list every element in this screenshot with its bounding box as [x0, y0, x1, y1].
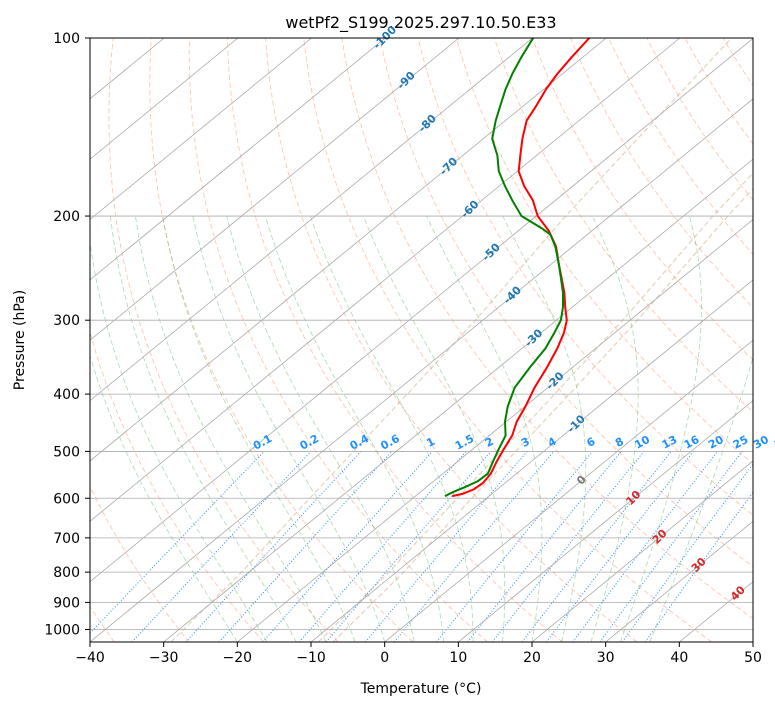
- y-tick-label: 900: [53, 595, 80, 611]
- mixing-ratio-label: 30: [751, 433, 771, 452]
- isotherm-line: [384, 339, 753, 642]
- dry-adiabat-line: [608, 38, 753, 255]
- isotherm-line: [90, 38, 753, 583]
- mixing-ratio-label: 20: [706, 433, 726, 452]
- dry-adiabat-line: [188, 38, 488, 642]
- dry-adiabat-line: [455, 38, 753, 465]
- isotherm-line: [90, 38, 533, 402]
- y-tick-label: 600: [53, 491, 80, 507]
- isotherm-line: [163, 158, 753, 642]
- plot-frame: [89, 37, 754, 643]
- dry-adiabat-line: [417, 38, 753, 516]
- y-tick-label: 400: [53, 387, 80, 403]
- dry-adiabat-line: [570, 38, 753, 309]
- x-tick-label: −30: [149, 650, 179, 666]
- y-tick-label: 200: [53, 209, 80, 225]
- isotherm-line: [90, 38, 607, 462]
- mixing-ratio-line: [467, 451, 622, 642]
- mixing-ratio-line: [436, 451, 593, 642]
- dry-adiabat-line: [149, 38, 414, 642]
- mixing-ratio-line: [599, 451, 743, 642]
- moist-adiabat-line: [426, 215, 543, 642]
- dewpoint-profile-line: [444, 38, 564, 497]
- y-tick-label: 500: [53, 444, 80, 460]
- mixing-ratio-label: 13: [660, 433, 680, 452]
- isotherm-line: [90, 38, 681, 522]
- mixing-ratio-line: [521, 451, 672, 642]
- y-axis-label: Pressure (hPa): [12, 290, 28, 390]
- x-tick-label: −40: [75, 650, 105, 666]
- x-tick-label: 0: [380, 650, 389, 666]
- mixing-ratio-line: [298, 451, 467, 642]
- chart-title: wetPf2_S199.2025.297.10.50.E33: [285, 13, 556, 33]
- temperature-profile-line: [451, 38, 591, 498]
- isotherm-line: [310, 279, 753, 642]
- mixing-ratio-label: 16: [682, 433, 702, 452]
- isobar-gridlines: [90, 38, 753, 630]
- dry-adiabats: [90, 38, 753, 642]
- moist-adiabat-line: [649, 356, 753, 642]
- x-tick-label: 40: [670, 650, 688, 666]
- mixing-ratio-line: [325, 451, 492, 642]
- isotherm-line: [458, 400, 753, 642]
- dry-adiabat-line: [303, 38, 712, 642]
- moist-adiabat-line: [90, 354, 238, 642]
- dry-adiabat-line: [379, 38, 753, 568]
- y-tick-label: 800: [53, 565, 80, 581]
- moist-adiabat-line: [162, 215, 356, 642]
- mixing-ratio-line: [364, 451, 528, 642]
- isotherm-line: [605, 520, 753, 642]
- sounding-profiles: [444, 38, 591, 498]
- y-tick-label: 300: [53, 313, 80, 329]
- x-tick-label: 50: [744, 650, 762, 666]
- y-tick-label: 1000: [44, 622, 80, 638]
- x-tick-label: 30: [597, 650, 615, 666]
- x-tick-label: −10: [296, 650, 326, 666]
- x-tick-label: 10: [449, 650, 467, 666]
- isotherm-line: [237, 219, 753, 642]
- moist-adiabat-line: [265, 215, 444, 642]
- y-tick-label: 700: [53, 531, 80, 547]
- moist-adiabat-line: [90, 238, 268, 642]
- isotherm-line: [90, 38, 312, 221]
- dry-adiabat-line: [227, 38, 563, 642]
- x-axis: −40 −30 −20 −10 0 10 20 30 40 50: [75, 642, 762, 666]
- mixing-ratio-label: 36: [772, 433, 775, 452]
- moist-adiabat-line: [135, 215, 327, 642]
- isotherm-line: [90, 98, 753, 642]
- y-axis: 100 200 300 400 500 600 700 800 900 1000: [44, 31, 90, 638]
- moist-adiabat-line: [226, 215, 415, 642]
- dry-adiabat-line: [341, 38, 753, 620]
- moist-adiabat-line: [502, 215, 587, 642]
- isotherm-line: [90, 38, 386, 281]
- isotherm-line: [531, 460, 753, 642]
- mixing-ratio-line: [621, 463, 753, 642]
- mixing-ratio-label: 25: [731, 433, 751, 452]
- moist-adiabat-line: [620, 215, 702, 642]
- x-tick-label: −20: [223, 650, 253, 666]
- x-tick-label: 20: [523, 650, 541, 666]
- dry-adiabat-line: [532, 38, 753, 361]
- mixing-ratio-label: 10: [632, 433, 652, 452]
- moist-adiabat-line: [109, 215, 297, 642]
- mixing-ratio-line: [218, 451, 393, 642]
- plot-area: [90, 38, 753, 642]
- moist-adiabat-line: [192, 215, 386, 642]
- dry-adiabat-line: [265, 38, 638, 642]
- dry-adiabat-line: [90, 485, 190, 642]
- mixing-ratio-line: [185, 451, 362, 642]
- isotherm-line: [90, 38, 239, 160]
- x-axis-label: Temperature (°C): [360, 681, 482, 697]
- dry-adiabat-line: [108, 38, 339, 642]
- y-tick-label: 100: [53, 31, 80, 47]
- isotherm-gridlines: [90, 38, 753, 642]
